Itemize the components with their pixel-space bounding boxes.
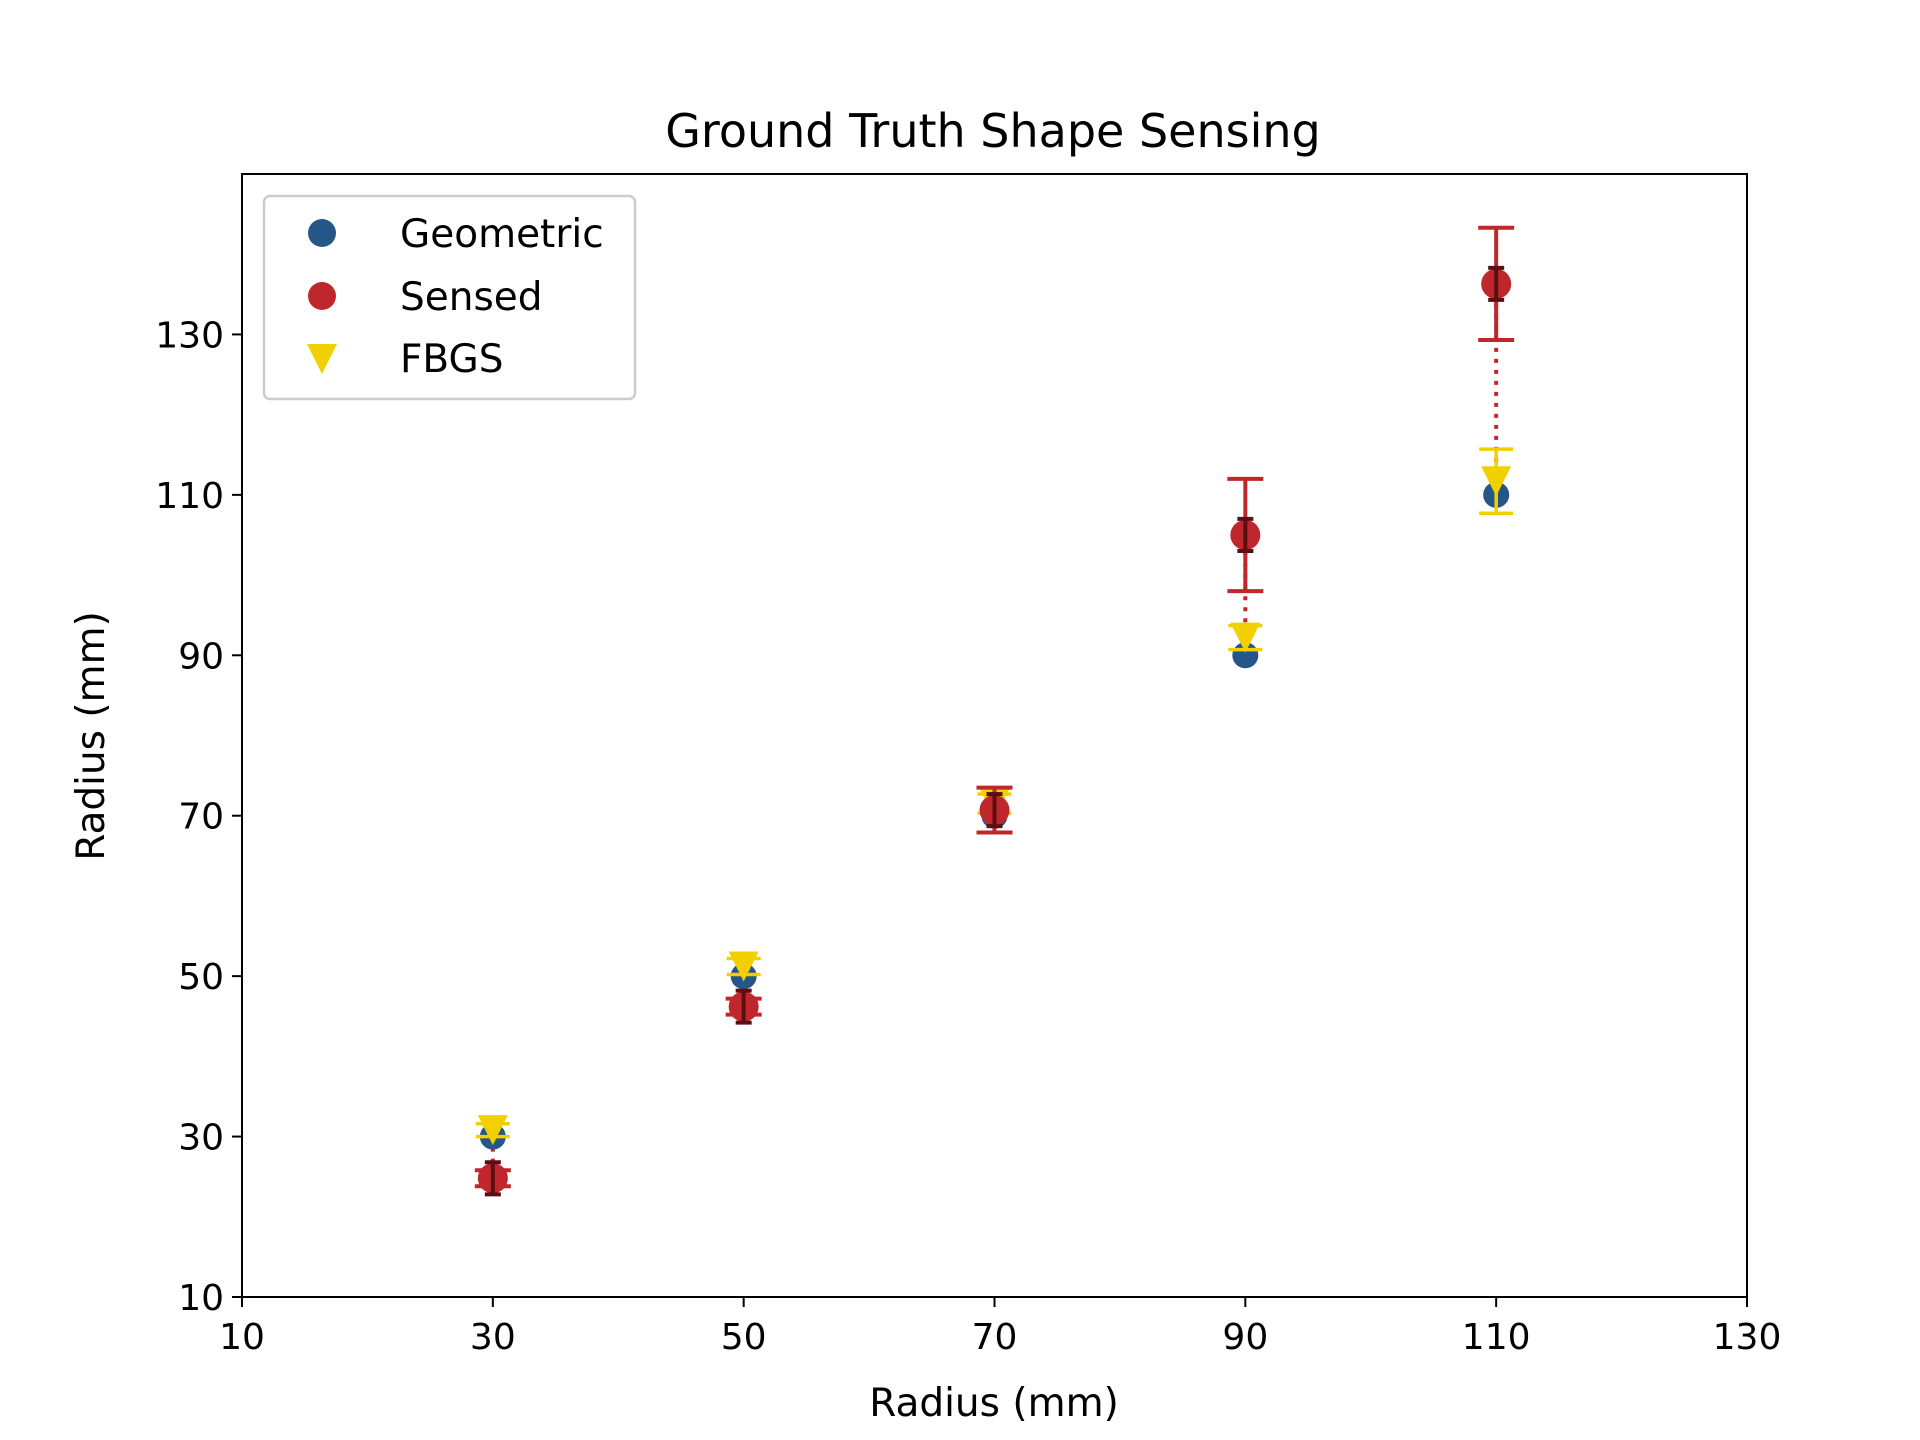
x-axis-label: Radius (mm) [869, 1381, 1119, 1426]
x-tick-label: 10 [219, 1317, 265, 1358]
fbgs-point [728, 951, 759, 982]
y-tick-label: 130 [155, 315, 224, 356]
y-tick-label: 30 [178, 1118, 224, 1159]
legend: Geometric Sensed FBGS [262, 194, 637, 401]
sensed-inner-error-bar [484, 1160, 501, 1197]
x-tick-label: 90 [1222, 1317, 1268, 1358]
fbgs-point [1481, 466, 1512, 497]
sensed-inner-error-bar [1237, 516, 1254, 554]
legend-label-geometric: Geometric [400, 212, 604, 257]
sensed-inner-error-bar [1488, 265, 1505, 302]
x-tick-label: 70 [972, 1317, 1018, 1358]
sensed-inner-error-bar [986, 792, 1003, 829]
legend-marker-sensed [308, 282, 336, 310]
fbgs-point [1230, 622, 1261, 653]
x-tick-label: 50 [721, 1317, 767, 1358]
x-tick-label: 30 [470, 1317, 516, 1358]
legend-label-sensed: Sensed [400, 275, 543, 320]
chart-title: Ground Truth Shape Sensing [665, 104, 1320, 158]
fbgs-point [477, 1115, 508, 1146]
y-tick-label: 70 [178, 797, 224, 838]
y-axis: 10 30 50 70 90 110 130 [155, 315, 242, 1319]
y-tick-label: 10 [178, 1278, 224, 1319]
x-tick-label: 130 [1713, 1317, 1782, 1358]
x-axis: 10 30 50 70 90 110 130 [219, 1297, 1781, 1358]
x-tick-label: 110 [1462, 1317, 1531, 1358]
legend-marker-geometric [308, 219, 336, 247]
y-axis-label: Radius (mm) [69, 611, 114, 861]
legend-marker-fbgs [307, 344, 337, 374]
y-tick-label: 110 [155, 476, 224, 517]
legend-label-fbgs: FBGS [400, 337, 503, 382]
y-tick-label: 50 [178, 957, 224, 998]
plot-area [474, 225, 1515, 1197]
sensed-inner-error-bar [735, 988, 752, 1025]
y-tick-label: 90 [178, 636, 224, 677]
legend-box [262, 194, 637, 401]
